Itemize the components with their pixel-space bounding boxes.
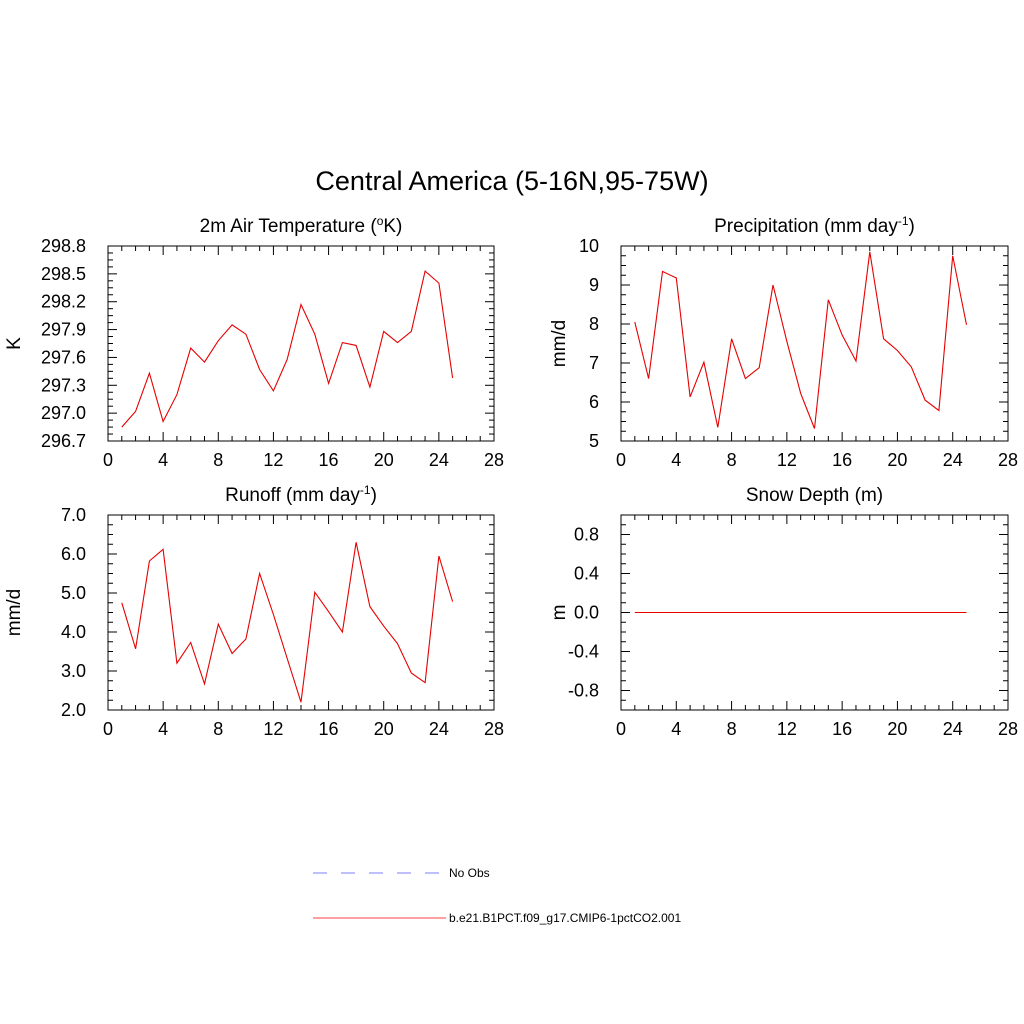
y-tick-label: 8	[589, 314, 599, 334]
x-tick-label: 20	[374, 719, 394, 739]
x-tick-label: 12	[263, 450, 283, 470]
plot-frame	[107, 514, 495, 711]
y-tick-label: 0.8	[574, 525, 599, 545]
y-tick-label: 4.0	[61, 622, 86, 642]
y-tick-label: 9	[589, 275, 599, 295]
y-axis-label: mm/d	[549, 320, 570, 368]
y-tick-label: 296.7	[41, 431, 86, 451]
panel-2: Precipitation (mm day-1) mm/d 0 4 8 12 16 20 24 2…	[549, 214, 1018, 470]
x-tick-label: 20	[887, 450, 907, 470]
y-axis-label: mm/d	[4, 589, 25, 637]
y-tick-label: 297.6	[41, 347, 86, 367]
series-line	[121, 542, 454, 703]
y-tick-label: 2.0	[61, 700, 86, 720]
y-tick-label: 0.4	[574, 564, 599, 584]
y-tick-label: 297.0	[41, 403, 86, 423]
y-tick-label: 5	[589, 431, 599, 451]
y-axis-label: m	[549, 605, 570, 621]
x-tick-label: 4	[671, 719, 681, 739]
x-tick-label: 20	[887, 719, 907, 739]
x-tick-label: 24	[943, 450, 963, 470]
x-tick-label: 28	[484, 450, 504, 470]
x-tick-label: 28	[484, 719, 504, 739]
plot-frame	[620, 245, 1009, 442]
x-tick-label: 16	[832, 450, 852, 470]
x-tick-label: 24	[943, 719, 963, 739]
panel-title-superscript: -1	[360, 483, 371, 497]
y-tick-label: 6	[589, 392, 599, 412]
panel-title-end: K)	[383, 216, 402, 237]
y-tick-label: 7.0	[61, 505, 86, 525]
x-tick-label: 28	[998, 719, 1018, 739]
panel-1: 2m Air Temperature (oK) K 0 4 8 12 16 20 24 28 296…	[4, 214, 504, 470]
x-tick-label: 20	[374, 450, 394, 470]
x-tick-label: 16	[832, 719, 852, 739]
panel-title-text: Snow Depth (m)	[746, 485, 883, 506]
y-tick-label: 297.9	[41, 320, 86, 340]
panel-title-text: Runoff (mm day	[225, 485, 360, 506]
panel-4: Snow Depth (m) m 0 4 8 12 16 20 24 28 -0.8 -0.4 0.0 0…	[549, 485, 1018, 739]
y-tick-label: 10	[579, 236, 599, 256]
legend: No Obs b.e21.B1PCT.f09_g17.CMIP6-1pctCO2…	[313, 866, 681, 925]
x-tick-label: 8	[727, 719, 737, 739]
x-tick-label: 4	[671, 450, 681, 470]
x-tick-label: 12	[777, 450, 797, 470]
y-tick-label: 0.0	[574, 603, 599, 623]
x-tick-label: 8	[213, 719, 223, 739]
x-tick-label: 4	[158, 450, 168, 470]
x-tick-label: 4	[158, 719, 168, 739]
series-line	[634, 251, 968, 429]
x-tick-label: 0	[616, 450, 626, 470]
x-tick-label: 12	[263, 719, 283, 739]
panel-title-superscript: o	[377, 214, 384, 228]
y-tick-label: 6.0	[61, 544, 86, 564]
x-tick-label: 16	[319, 450, 339, 470]
x-tick-label: 8	[727, 450, 737, 470]
figure-title: Central America (5-16N,95-75W)	[315, 166, 708, 196]
panel-title-end: )	[371, 485, 377, 506]
panel-title: Runoff (mm day-1)	[225, 483, 377, 506]
x-tick-label: 24	[429, 450, 449, 470]
y-tick-label: -0.8	[568, 681, 599, 701]
panel-title-text: Precipitation (mm day	[714, 216, 898, 237]
y-tick-label: 297.3	[41, 375, 86, 395]
series-line	[121, 270, 454, 428]
y-tick-label: 3.0	[61, 661, 86, 681]
x-tick-label: 0	[103, 450, 113, 470]
panel-title-superscript: -1	[898, 214, 909, 228]
y-tick-label: 298.2	[41, 292, 86, 312]
y-axis-label: K	[4, 337, 25, 350]
y-tick-label: 5.0	[61, 583, 86, 603]
x-tick-label: 12	[777, 719, 797, 739]
panel-3: Runoff (mm day-1) mm/d 0 4 8 12 16 20 24 28 2.0 3.0…	[4, 483, 504, 739]
x-tick-label: 28	[998, 450, 1018, 470]
y-tick-label: 298.8	[41, 236, 86, 256]
panel-title: 2m Air Temperature (oK)	[200, 214, 403, 237]
y-tick-label: 7	[589, 353, 599, 373]
panel-title-end: )	[909, 216, 915, 237]
legend-label-no-obs: No Obs	[449, 866, 490, 880]
x-tick-label: 16	[319, 719, 339, 739]
y-tick-label: -0.4	[568, 642, 599, 662]
y-tick-label: 298.5	[41, 264, 86, 284]
panel-title: Precipitation (mm day-1)	[714, 214, 915, 237]
legend-label-model: b.e21.B1PCT.f09_g17.CMIP6-1pctCO2.001	[449, 911, 681, 925]
chart-panels: 2m Air Temperature (oK) K 0 4 8 12 16 20 24 28 296…	[4, 214, 1018, 739]
panel-title-text: 2m Air Temperature (	[200, 216, 378, 237]
x-tick-label: 0	[616, 719, 626, 739]
panel-title: Snow Depth (m)	[746, 485, 883, 506]
x-tick-label: 8	[213, 450, 223, 470]
plot-frame	[107, 245, 495, 442]
x-tick-label: 0	[103, 719, 113, 739]
x-tick-label: 24	[429, 719, 449, 739]
